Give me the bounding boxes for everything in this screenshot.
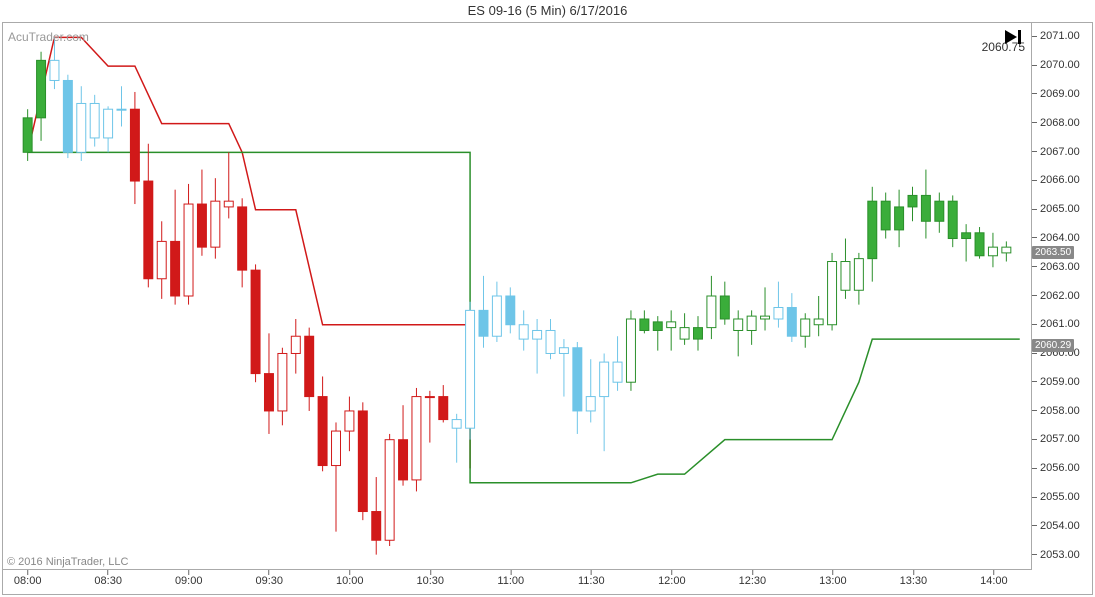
- x-tick: 11:30: [578, 570, 605, 587]
- x-tick: 13:00: [819, 570, 847, 587]
- x-tick: 14:00: [980, 570, 1008, 587]
- y-tick: 2066.00: [1032, 174, 1080, 186]
- skip-forward-icon[interactable]: [1003, 28, 1025, 51]
- y-tick: 2061.00: [1032, 318, 1080, 330]
- y-tick: 2071.00: [1032, 30, 1080, 42]
- price-tag: 2060.29: [1032, 339, 1074, 352]
- plot-area[interactable]: [3, 23, 1032, 570]
- x-axis: 08:00 08:30 09:00 09:30 10:00 10:30 11:00 11:30…: [3, 570, 1032, 594]
- chart-container: 2053.00 2054.00 2055.00 2056.00 2057.00 2058.…: [2, 22, 1093, 595]
- copyright-text: © 2016 NinjaTrader, LLC: [7, 556, 128, 568]
- x-tick: 08:00: [14, 570, 42, 587]
- y-tick: 2057.00: [1032, 433, 1080, 445]
- y-tick: 2069.00: [1032, 88, 1080, 100]
- x-tick: 08:30: [94, 570, 122, 587]
- y-tick: 2053.00: [1032, 549, 1080, 561]
- x-tick: 11:00: [497, 570, 524, 587]
- y-axis: 2053.00 2054.00 2055.00 2056.00 2057.00 2058.…: [1032, 23, 1092, 570]
- chart-svg: [3, 23, 1031, 569]
- x-tick: 09:00: [175, 570, 203, 587]
- y-tick: 2056.00: [1032, 462, 1080, 474]
- y-tick: 2065.00: [1032, 203, 1080, 215]
- watermark-text: AcuTrader.com: [8, 30, 89, 44]
- y-tick: 2059.00: [1032, 376, 1080, 388]
- x-tick: 12:00: [658, 570, 686, 587]
- y-tick: 2058.00: [1032, 405, 1080, 417]
- y-tick: 2064.00: [1032, 232, 1080, 244]
- x-tick: 09:30: [255, 570, 283, 587]
- y-tick: 2062.00: [1032, 290, 1080, 302]
- y-tick: 2070.00: [1032, 59, 1080, 71]
- y-tick: 2055.00: [1032, 491, 1080, 503]
- y-tick: 2063.00: [1032, 261, 1080, 273]
- chart-title: ES 09-16 (5 Min) 6/17/2016: [0, 0, 1095, 21]
- y-tick: 2054.00: [1032, 520, 1080, 532]
- x-tick: 13:30: [900, 570, 928, 587]
- x-tick: 12:30: [739, 570, 767, 587]
- y-tick: 2068.00: [1032, 117, 1080, 129]
- y-tick: 2067.00: [1032, 146, 1080, 158]
- price-tag: 2063.50: [1032, 246, 1074, 259]
- x-tick: 10:00: [336, 570, 364, 587]
- x-tick: 10:30: [417, 570, 445, 587]
